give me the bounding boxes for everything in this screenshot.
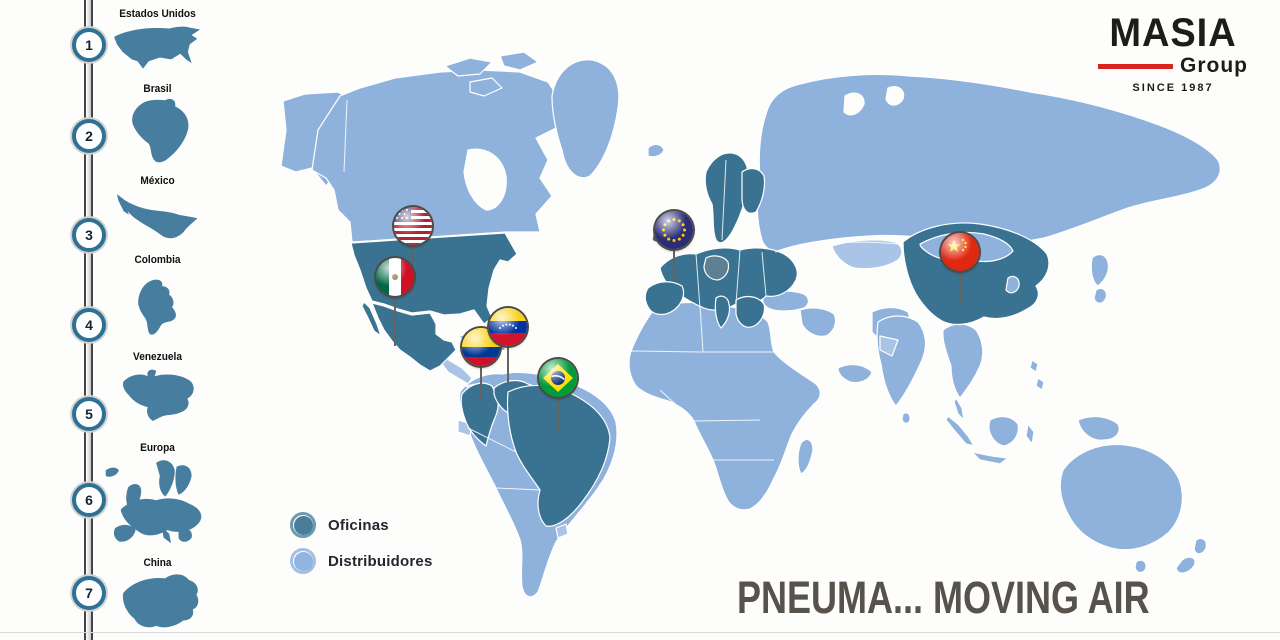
step-number: 3 — [85, 227, 93, 243]
step-number: 6 — [85, 492, 93, 508]
country-label: Colombia — [134, 254, 181, 266]
pin-usa — [394, 207, 432, 293]
usa-silhouette-icon — [113, 26, 200, 69]
map-borneo — [988, 415, 1019, 447]
step-number: 2 — [85, 128, 93, 144]
step-badge-3: 3 — [72, 218, 106, 252]
map-australia — [1059, 443, 1183, 551]
map-korea — [1005, 275, 1020, 294]
venezuela-silhouette-icon — [122, 369, 194, 421]
map-indochina — [942, 323, 984, 399]
country-label: México — [140, 175, 175, 187]
pin-china — [941, 233, 979, 305]
step-badge-1: 1 — [72, 28, 106, 62]
map-madagascar — [797, 438, 814, 475]
step-badge-5: 5 — [72, 397, 106, 431]
step-number: 1 — [85, 37, 93, 53]
map-iberia — [644, 281, 685, 316]
sidebar-item-mexico: México — [100, 175, 215, 249]
venezuela-flag-icon — [489, 308, 527, 346]
pin-stick — [394, 293, 396, 346]
legend-label-offices: Oficinas — [328, 516, 389, 534]
usa-flag-icon — [394, 207, 432, 245]
map-iceland — [647, 143, 665, 158]
logo-red-line — [1098, 63, 1173, 69]
pin-stick — [507, 343, 509, 384]
pin-mexico — [376, 258, 414, 346]
map-germany — [703, 255, 730, 281]
pin-stick — [480, 363, 482, 402]
country-label: Brasil — [143, 83, 172, 95]
brazil-silhouette-icon — [131, 98, 188, 163]
country-label: Estados Unidos — [119, 8, 196, 20]
legend-label-distributors: Distribuidores — [328, 552, 433, 570]
sidebar-item-estados-unidos: Estados Unidos — [100, 8, 215, 78]
sidebar-item-venezuela: Venezuela — [100, 351, 215, 427]
map-hudson-bay — [463, 148, 507, 211]
step-badge-4: 4 — [72, 308, 106, 342]
logo-group-text: Group — [1180, 54, 1248, 77]
pin-colombia — [462, 328, 500, 402]
colombia-silhouette-icon — [137, 279, 176, 335]
bottom-divider — [0, 632, 1280, 633]
step-badge-2: 2 — [72, 119, 106, 153]
europe-silhouette-icon — [105, 460, 201, 544]
country-label: Venezuela — [133, 351, 182, 363]
legend: Oficinas Distribuidores — [290, 512, 432, 584]
map-finland — [741, 167, 766, 214]
pin-europe — [655, 211, 693, 282]
map-greenland — [551, 59, 620, 179]
map-russia — [756, 73, 1221, 253]
step-badge-6: 6 — [72, 483, 106, 517]
map-colombia — [460, 382, 499, 447]
map-central-america — [439, 354, 473, 385]
distributors-swatch-icon — [290, 548, 316, 574]
mexico-silhouette-icon — [116, 194, 197, 239]
pin-brazil — [539, 359, 577, 433]
colombia-flag-icon — [462, 328, 500, 366]
map-japan — [1090, 253, 1110, 287]
sidebar-item-china: China — [100, 557, 215, 635]
logo-brand-text: MASIA — [1109, 11, 1237, 55]
brazil-flag-icon — [539, 359, 577, 397]
eu-flag-icon — [655, 211, 693, 249]
map-balkans — [735, 295, 766, 328]
map-new-zealand — [1193, 537, 1207, 555]
sidebar-item-colombia: Colombia — [100, 254, 215, 348]
step-number: 7 — [85, 585, 93, 601]
map-brazil — [506, 384, 611, 527]
step-number: 4 — [85, 317, 93, 333]
map-new-guinea — [1077, 415, 1120, 441]
sidebar-item-brasil: Brasil — [100, 83, 215, 167]
map-usa — [350, 232, 518, 325]
tagline: PNEUMA... MOVING AIR — [737, 572, 1150, 623]
map-canada — [311, 69, 561, 243]
china-silhouette-icon — [122, 574, 198, 628]
map-italy — [714, 295, 731, 329]
step-number: 5 — [85, 406, 93, 422]
pin-stick — [412, 242, 414, 293]
country-label: Europa — [140, 442, 175, 454]
map-scandinavia — [704, 152, 750, 244]
step-badge-7: 7 — [72, 576, 106, 610]
map-mexico — [371, 302, 457, 372]
legend-row-offices: Oficinas — [290, 512, 432, 538]
sidebar-item-europa: Europa — [100, 442, 215, 552]
map-africa — [628, 301, 821, 511]
masia-logo: MASIA Group SINCE 1987 — [1098, 11, 1248, 94]
map-india — [876, 315, 927, 407]
country-label: China — [143, 557, 172, 569]
pin-venezuela — [489, 308, 527, 384]
pin-stick — [673, 246, 675, 282]
map-sumatra — [945, 415, 975, 447]
china-flag-icon — [941, 233, 979, 271]
pin-stick — [959, 268, 961, 305]
legend-row-distributors: Distribuidores — [290, 548, 432, 574]
map-kazakhstan — [831, 239, 903, 270]
logo-since-text: SINCE 1987 — [1132, 82, 1214, 94]
offices-swatch-icon — [290, 512, 316, 538]
pin-stick — [557, 394, 559, 433]
mexico-flag-icon — [376, 258, 414, 296]
